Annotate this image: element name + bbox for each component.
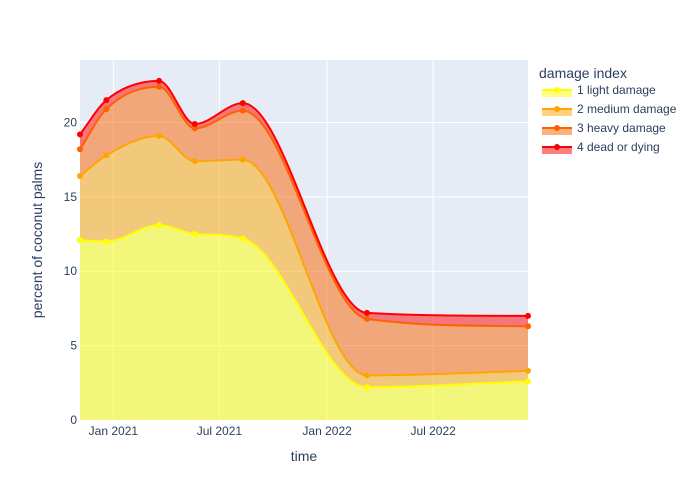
data-point (103, 106, 110, 113)
y-axis-title: percent of coconut palms (29, 162, 45, 318)
data-point (191, 231, 198, 238)
data-point (191, 125, 198, 132)
legend: 1 light damage 2 medium damage 3 heavy dam… (542, 83, 677, 154)
legend-swatch (542, 90, 572, 97)
data-point (239, 107, 246, 114)
data-point (239, 235, 246, 242)
data-point (191, 120, 198, 127)
legend-swatch (542, 109, 572, 116)
data-point (103, 238, 110, 245)
y-tick-label: 15 (64, 190, 78, 204)
data-point (525, 312, 531, 319)
y-tick-label: 5 (70, 339, 77, 353)
line-series-2 (79, 134, 529, 377)
line-series-4 (79, 79, 529, 317)
legend-label: 2 medium damage (577, 102, 677, 116)
data-point (156, 77, 163, 84)
data-point (156, 222, 163, 229)
data-point (363, 384, 370, 391)
data-point (239, 100, 246, 107)
area-series-2 (80, 135, 528, 388)
data-point (191, 158, 198, 165)
area-series-1 (80, 225, 528, 420)
data-point (77, 173, 83, 180)
series-markers (77, 77, 531, 391)
data-point (103, 152, 110, 159)
data-point (77, 237, 83, 243)
y-tick-label: 20 (64, 115, 78, 129)
legend-marker (554, 144, 560, 150)
x-tick-label: Jul 2022 (410, 424, 456, 438)
legend-item[interactable]: 2 medium damage (542, 102, 677, 116)
data-point (525, 378, 531, 385)
data-point (525, 323, 531, 330)
y-tick-label: 10 (64, 264, 78, 278)
data-point (363, 315, 370, 322)
line-series-3 (79, 85, 529, 328)
x-tick-labels: Jan 2021 Jul 2021 Jan 2022 Jul 2022 (89, 424, 456, 438)
data-point (156, 132, 163, 139)
x-tick-label: Jan 2021 (89, 424, 139, 438)
line-series-1 (79, 224, 529, 389)
series-areas (80, 80, 528, 420)
y-tick-label: 0 (70, 413, 77, 427)
data-point (77, 146, 83, 153)
legend-label: 4 dead or dying (577, 140, 660, 154)
data-point (363, 309, 370, 316)
legend-marker (554, 125, 560, 131)
legend-swatch (542, 128, 572, 135)
data-point (363, 372, 370, 379)
x-tick-label: Jan 2022 (302, 424, 352, 438)
x-tick-label: Jul 2021 (197, 424, 243, 438)
data-point (156, 83, 163, 90)
legend-label: 1 light damage (577, 83, 656, 97)
legend-item[interactable]: 3 heavy damage (542, 121, 666, 135)
legend-item[interactable]: 1 light damage (542, 83, 656, 97)
series-lines (79, 79, 529, 389)
legend-label: 3 heavy damage (577, 121, 666, 135)
legend-item[interactable]: 4 dead or dying (542, 140, 660, 154)
legend-marker (554, 87, 560, 93)
y-tick-labels: 0 5 10 15 20 (64, 115, 78, 427)
data-point (525, 367, 531, 374)
data-point (103, 97, 110, 104)
legend-swatch (542, 147, 572, 154)
legend-title: damage index (539, 65, 627, 81)
data-point (239, 156, 246, 163)
legend-marker (554, 106, 560, 112)
x-axis-title: time (291, 448, 318, 464)
area-series-3 (80, 86, 528, 376)
data-point (77, 131, 83, 138)
